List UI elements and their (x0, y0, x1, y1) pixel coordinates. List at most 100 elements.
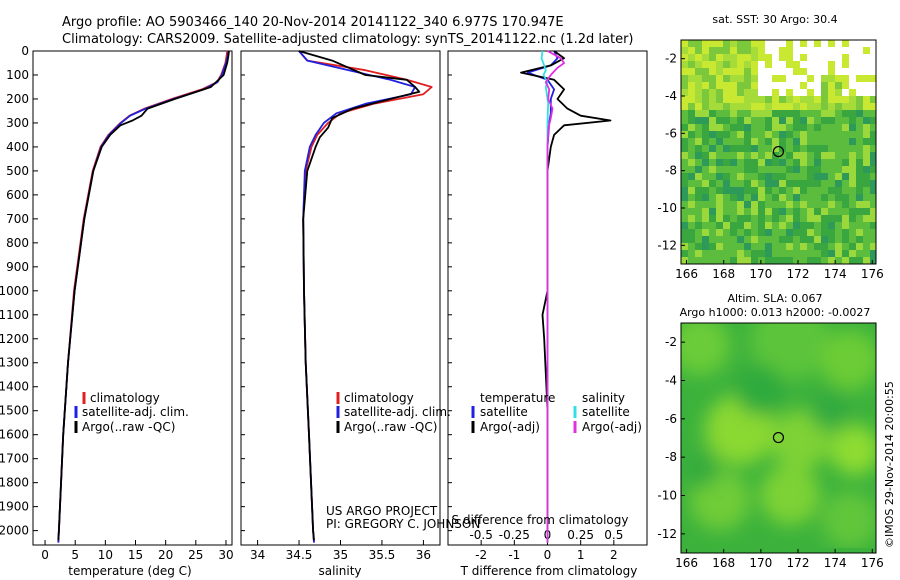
legend-label-temp-satellite: satellite (480, 405, 528, 419)
sst-cell (856, 82, 863, 89)
sst-cell (737, 152, 744, 159)
sst-cell (779, 40, 786, 47)
y-tick-label: 1000 (0, 284, 29, 298)
sst-cell (807, 208, 814, 215)
sst-cell (793, 159, 800, 166)
sst-cell (695, 243, 702, 250)
sst-cell (688, 89, 695, 96)
sla-blob (750, 323, 830, 380)
sst-cell (688, 229, 695, 236)
sst-cell (709, 103, 716, 110)
sst-cell (744, 229, 751, 236)
sst-cell (793, 124, 800, 131)
sla-blob (735, 365, 785, 415)
sst-cell (863, 229, 870, 236)
sst-cell (814, 180, 821, 187)
sst-cell (863, 75, 870, 82)
y-tick-label: 1500 (0, 404, 29, 418)
sst-cell (835, 138, 842, 145)
sst-cell (814, 194, 821, 201)
sst-cell (716, 236, 723, 243)
sst-cell (786, 124, 793, 131)
sst-cell (807, 257, 814, 264)
sst-cell (681, 145, 688, 152)
sst-cell (737, 145, 744, 152)
sst-cell (730, 117, 737, 124)
sst-cell (779, 89, 786, 96)
sst-cell (681, 47, 688, 54)
map-y-tick-label: -2 (665, 52, 677, 66)
sst-cell (828, 215, 835, 222)
sst-cell (779, 243, 786, 250)
sst-cell (800, 159, 807, 166)
sst-cell (779, 236, 786, 243)
sst-cell (807, 159, 814, 166)
series-line-argo-raw-qc- (57, 50, 230, 541)
sst-cell (842, 89, 849, 96)
y-tick-label: 1400 (0, 380, 29, 394)
sst-cell (688, 145, 695, 152)
sst-cell (821, 243, 828, 250)
sst-cell (842, 229, 849, 236)
sst-cell (870, 152, 876, 159)
sst-cell (751, 236, 758, 243)
temperature-panel (32, 50, 233, 546)
sst-cell (730, 180, 737, 187)
sst-cell (723, 82, 730, 89)
sst-cell (779, 103, 786, 110)
sst-cell (849, 124, 856, 131)
sst-cell (807, 40, 814, 47)
sst-cell (702, 89, 709, 96)
sst-cell (828, 68, 835, 75)
sst-cell (800, 152, 807, 159)
sst-cell (856, 257, 863, 264)
sst-cell (723, 194, 730, 201)
sst-cell (821, 61, 828, 68)
sst-cell (688, 194, 695, 201)
sst-cell (835, 215, 842, 222)
sst-cell (709, 250, 716, 257)
sst-cell (786, 201, 793, 208)
sst-cell (716, 145, 723, 152)
sst-cell (709, 215, 716, 222)
sst-cell (779, 215, 786, 222)
sst-cell (751, 215, 758, 222)
sst-cell (835, 54, 842, 61)
sst-cell (765, 103, 772, 110)
sst-cell (842, 47, 849, 54)
sst-cell (828, 173, 835, 180)
sst-cell (835, 236, 842, 243)
sst-cell (681, 131, 688, 138)
sst-cell (737, 173, 744, 180)
sst-cell (821, 82, 828, 89)
sst-cell (814, 166, 821, 173)
sla-map-frame (680, 322, 877, 554)
sst-cell (828, 131, 835, 138)
map-y-tick-label: -6 (665, 126, 677, 140)
map-x-tick-label: 172 (787, 267, 810, 281)
sst-cell (765, 173, 772, 180)
sst-cell (702, 68, 709, 75)
sst-cell (751, 96, 758, 103)
sst-cell (856, 173, 863, 180)
sst-cell (779, 166, 786, 173)
sst-cell (737, 194, 744, 201)
sst-cell (800, 68, 807, 75)
sst-cell (751, 124, 758, 131)
sst-cell (835, 201, 842, 208)
sst-cell (751, 82, 758, 89)
sst-cell (702, 75, 709, 82)
sst-cell (786, 75, 793, 82)
sst-cell (695, 222, 702, 229)
sst-cell (758, 215, 765, 222)
sst-cell (821, 159, 828, 166)
sla-blob (822, 492, 876, 548)
sst-cell (870, 138, 876, 145)
sst-cell (870, 61, 876, 68)
sst-cell (779, 187, 786, 194)
sst-cell (870, 117, 876, 124)
sst-cell (821, 110, 828, 117)
sst-cell (800, 201, 807, 208)
sst-cell (688, 166, 695, 173)
sst-cell (856, 54, 863, 61)
